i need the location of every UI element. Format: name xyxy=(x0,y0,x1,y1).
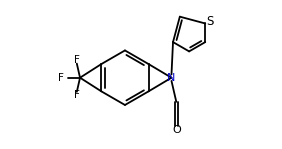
Text: S: S xyxy=(206,15,213,28)
Text: F: F xyxy=(74,55,80,65)
Text: F: F xyxy=(58,73,64,83)
Text: O: O xyxy=(172,125,181,135)
Text: N: N xyxy=(167,73,176,83)
Text: F: F xyxy=(74,90,80,100)
